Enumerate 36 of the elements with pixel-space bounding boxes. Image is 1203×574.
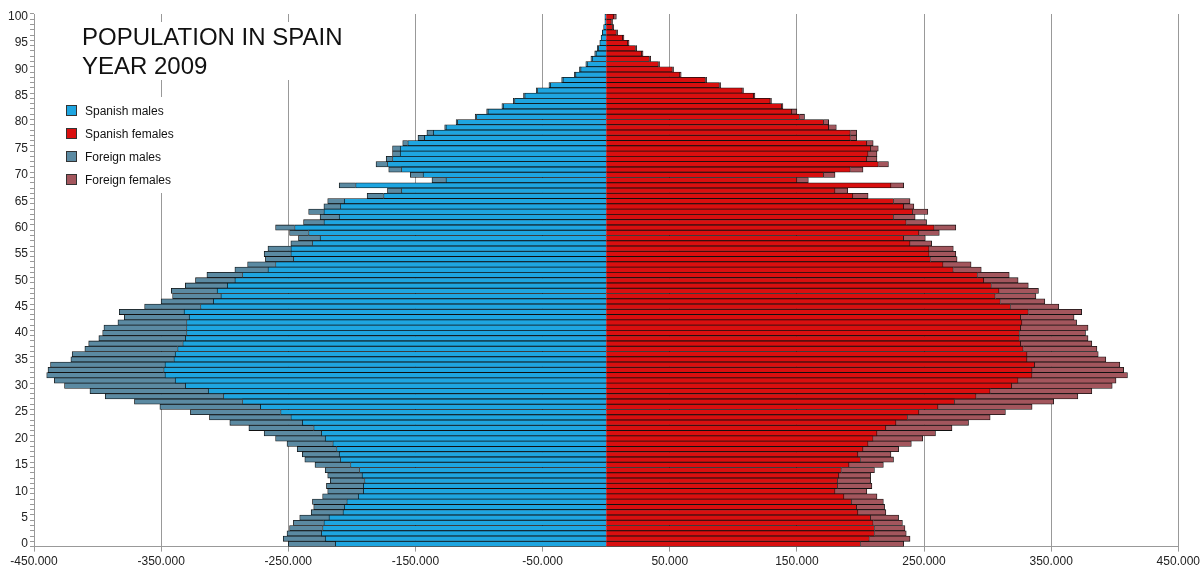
x-tick-label: -50.000 [522,554,564,569]
y-tick-label: 50 [14,272,29,287]
y-tick-label: 30 [14,378,29,393]
x-tick-label: 250.000 [902,554,947,569]
legend-label: Spanish females [85,126,174,141]
x-tick-label: 50.000 [651,554,689,569]
y-tick-label: 25 [14,404,29,419]
y-tick-label: 65 [14,193,29,208]
x-tick-label: 350.000 [1029,554,1074,569]
y-tick-label: 75 [14,140,29,155]
y-tick-label: 95 [14,35,29,50]
x-tick-label: -250.000 [264,554,313,569]
y-tick-label: 60 [14,219,29,234]
y-tick-label: 10 [14,483,29,498]
x-tick-label: -150.000 [391,554,440,569]
x-tick-label: 150.000 [775,554,819,569]
x-tick-label: 450.000 [1156,554,1201,569]
y-tick-label: 0 [21,536,29,551]
y-tick-label: 15 [14,457,29,472]
y-tick-label: 55 [14,246,29,261]
text: POPULATION IN SPAIN YEAR 2009 [78,22,347,80]
x-tick-label: -350.000 [137,554,186,569]
y-tick-label: 40 [14,325,29,340]
legend-label: Spanish males [85,103,164,118]
y-tick-label: 90 [14,61,29,76]
y-tick-label: 70 [14,167,29,182]
y-tick-label: 5 [21,509,29,524]
y-tick-label: 20 [14,430,29,445]
x-tick-label: -450.000 [10,554,59,569]
y-tick-label: 80 [14,114,29,129]
y-tick-label: 100 [7,8,29,23]
legend-label: Foreign females [85,172,172,187]
legend-label: Foreign males [85,149,162,164]
y-tick-label: 35 [14,351,29,366]
y-tick-label: 85 [14,88,29,103]
y-tick-label: 45 [14,298,29,313]
